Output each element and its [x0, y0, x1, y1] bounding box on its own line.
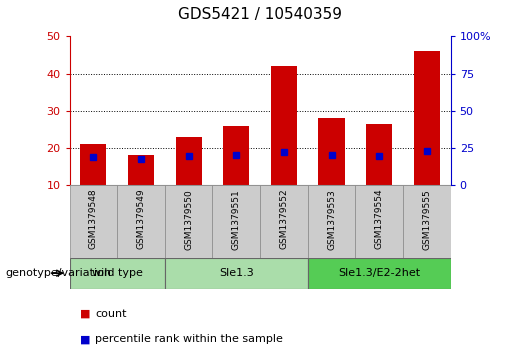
Text: GSM1379552: GSM1379552: [280, 189, 288, 249]
Text: GDS5421 / 10540359: GDS5421 / 10540359: [178, 7, 342, 22]
Bar: [403, 185, 451, 258]
Bar: [80, 144, 107, 185]
Text: genotype/variation: genotype/variation: [5, 268, 111, 278]
Bar: [318, 118, 345, 185]
Bar: [271, 66, 297, 185]
Bar: [212, 185, 260, 258]
Text: ■: ■: [80, 309, 90, 319]
Bar: [70, 258, 165, 289]
Text: GSM1379549: GSM1379549: [136, 189, 145, 249]
Bar: [165, 185, 212, 258]
Bar: [176, 137, 202, 185]
Bar: [165, 258, 308, 289]
Bar: [223, 126, 249, 185]
Text: Sle1.3/E2-2het: Sle1.3/E2-2het: [338, 268, 420, 278]
Text: GSM1379551: GSM1379551: [232, 189, 241, 249]
Text: percentile rank within the sample: percentile rank within the sample: [95, 334, 283, 344]
Bar: [307, 258, 451, 289]
Bar: [117, 185, 165, 258]
Text: GSM1379553: GSM1379553: [327, 189, 336, 249]
Text: wild type: wild type: [92, 268, 143, 278]
Bar: [128, 155, 154, 185]
Bar: [70, 185, 117, 258]
Bar: [307, 185, 355, 258]
Text: GSM1379550: GSM1379550: [184, 189, 193, 249]
Text: GSM1379548: GSM1379548: [89, 189, 98, 249]
Bar: [366, 124, 392, 185]
Bar: [355, 185, 403, 258]
Bar: [260, 185, 308, 258]
Bar: [414, 51, 440, 185]
Text: GSM1379554: GSM1379554: [375, 189, 384, 249]
Text: GSM1379555: GSM1379555: [422, 189, 431, 249]
Text: Sle1.3: Sle1.3: [219, 268, 253, 278]
Text: count: count: [95, 309, 127, 319]
Text: ■: ■: [80, 334, 90, 344]
